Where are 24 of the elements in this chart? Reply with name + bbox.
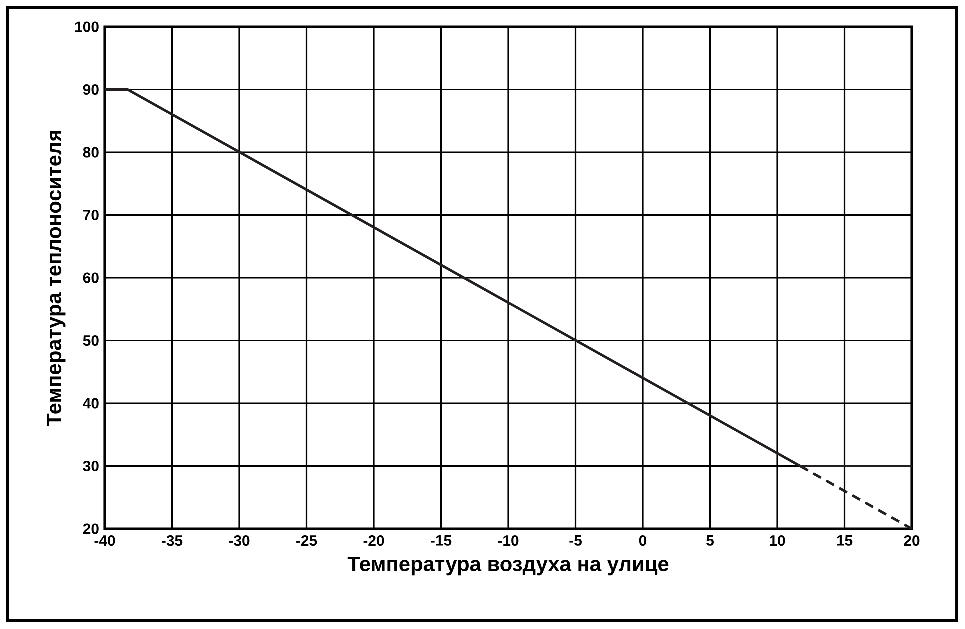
x-tick-label: -25 <box>296 536 318 546</box>
x-tick-label: 10 <box>770 536 786 546</box>
x-tick-label: -10 <box>498 536 519 546</box>
y-tick-label: 40 <box>83 398 99 409</box>
y-tick-label: 60 <box>83 272 99 284</box>
y-axis-title: Температура теплоносителя <box>46 130 66 426</box>
y-tick-label: 90 <box>83 84 99 96</box>
y-tick-label: 30 <box>83 460 99 472</box>
x-tick-label: -15 <box>431 536 452 546</box>
y-tick-label: 100 <box>75 22 99 32</box>
x-tick-label: 0 <box>639 536 647 546</box>
y-tick-label: 50 <box>83 335 99 346</box>
x-tick-label: -40 <box>94 536 116 546</box>
x-tick-label: -30 <box>229 536 250 546</box>
x-tick-label: 15 <box>837 536 853 546</box>
x-tick-label: -20 <box>364 536 384 546</box>
x-tick-label: -35 <box>162 536 183 546</box>
x-axis-title: Температура воздуха на улице <box>348 556 669 576</box>
y-tick-label: 20 <box>83 524 99 534</box>
x-tick-label: -5 <box>570 536 582 546</box>
y-tick-label: 80 <box>83 147 99 158</box>
x-tick-label: 20 <box>904 536 920 546</box>
x-tick-label: 5 <box>706 536 714 546</box>
y-tick-label: 70 <box>84 210 99 221</box>
